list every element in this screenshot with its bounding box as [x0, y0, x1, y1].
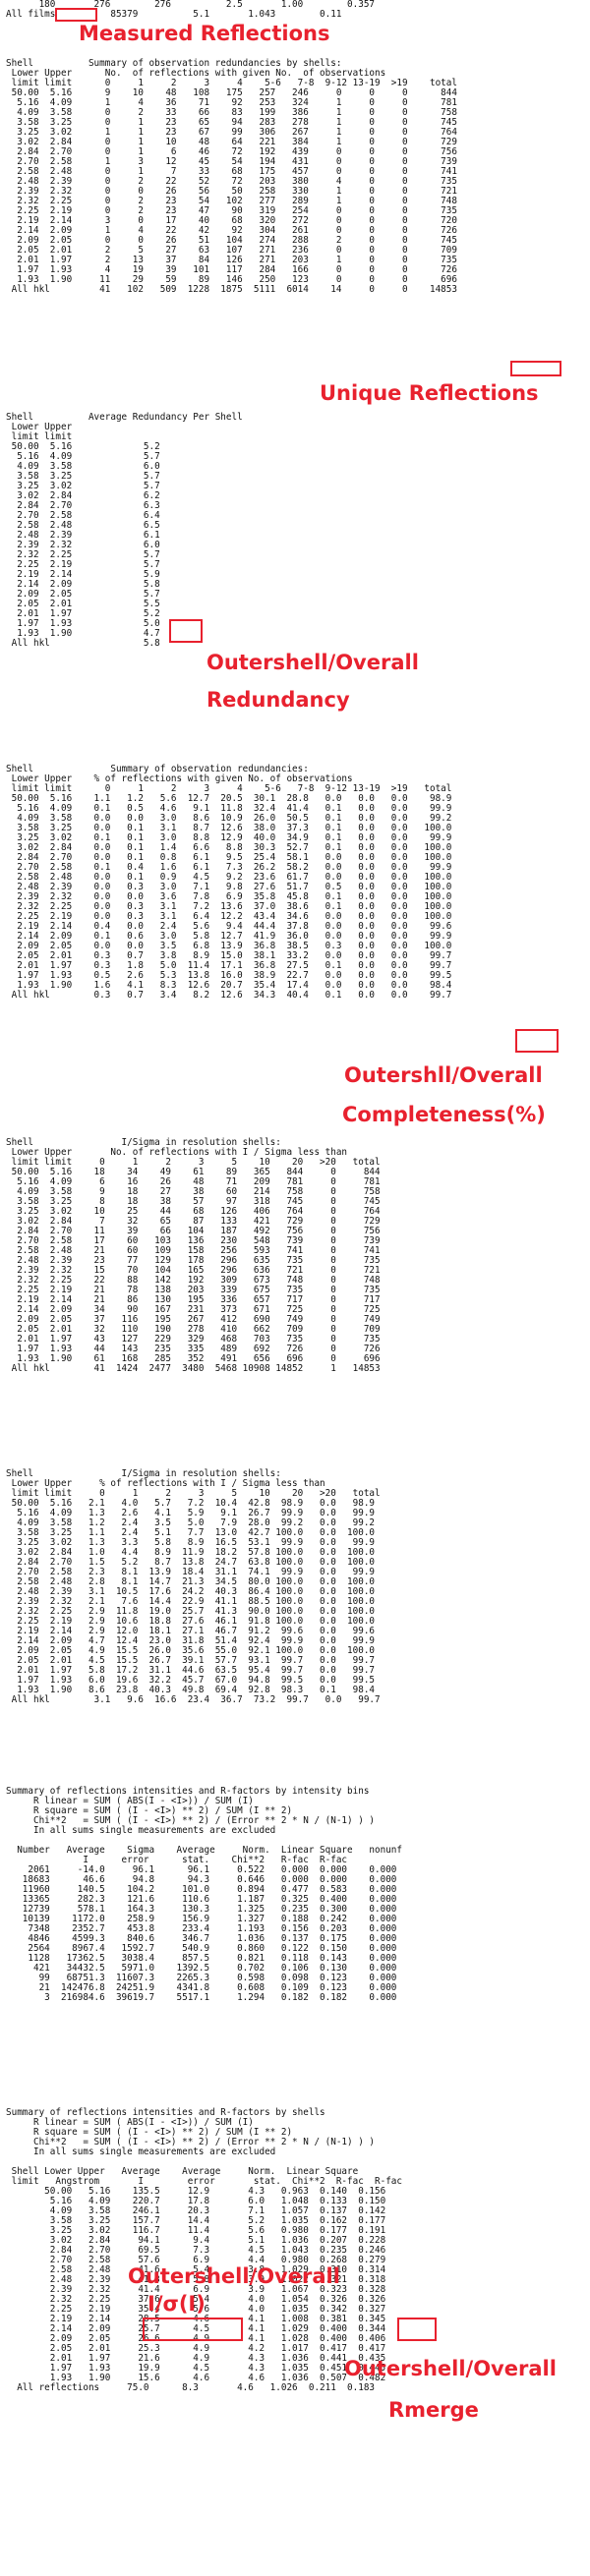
label-rmerge: Rmerge: [388, 2398, 479, 2422]
redundancy-table: Shell Average Redundancy Per Shell Lower…: [6, 412, 243, 649]
completeness-table: Shell Summary of observation redundancie…: [6, 764, 452, 1001]
label-unique-reflections: Unique Reflections: [320, 381, 539, 405]
label-outershell-overall-3: Outershell/Overall: [128, 2264, 340, 2288]
label-redundancy: Redundancy: [206, 688, 350, 712]
completeness-highlight: [515, 1029, 559, 1053]
measured-summary-lines: 180 276 276 2.5 1.00 0.357 All films 853…: [6, 0, 376, 20]
isigma-percent-table: Shell I/Sigma in resolution shells: Lowe…: [6, 1468, 381, 1705]
unique-total-highlight: [510, 361, 561, 376]
redundancy-highlight: [169, 619, 203, 643]
label-measured-reflections: Measured Reflections: [79, 22, 330, 45]
isigma-counts-table: Shell I/Sigma in resolution shells: Lowe…: [6, 1137, 381, 1374]
label-outershell-overall-2: Outershll/Overall: [344, 1063, 543, 1087]
isigma-highlight: [143, 2318, 243, 2341]
label-completeness: Completeness(%): [342, 1103, 546, 1126]
rfactor-shells-table: Summary of reflections intensities and R…: [6, 2107, 402, 2393]
measured-total-highlight: [55, 8, 97, 22]
label-outershell-overall-1: Outershell/Overall: [206, 651, 419, 674]
label-outershell-overall-4: Outershell/Overall: [344, 2357, 557, 2380]
label-i-sigma: I/σ(I): [148, 2292, 206, 2316]
unique-reflections-table: Shell Summary of observation redundancie…: [6, 58, 457, 295]
rmerge-highlight: [397, 2318, 437, 2341]
intensity-bins-table: Summary of reflections intensities and R…: [6, 1786, 402, 2003]
